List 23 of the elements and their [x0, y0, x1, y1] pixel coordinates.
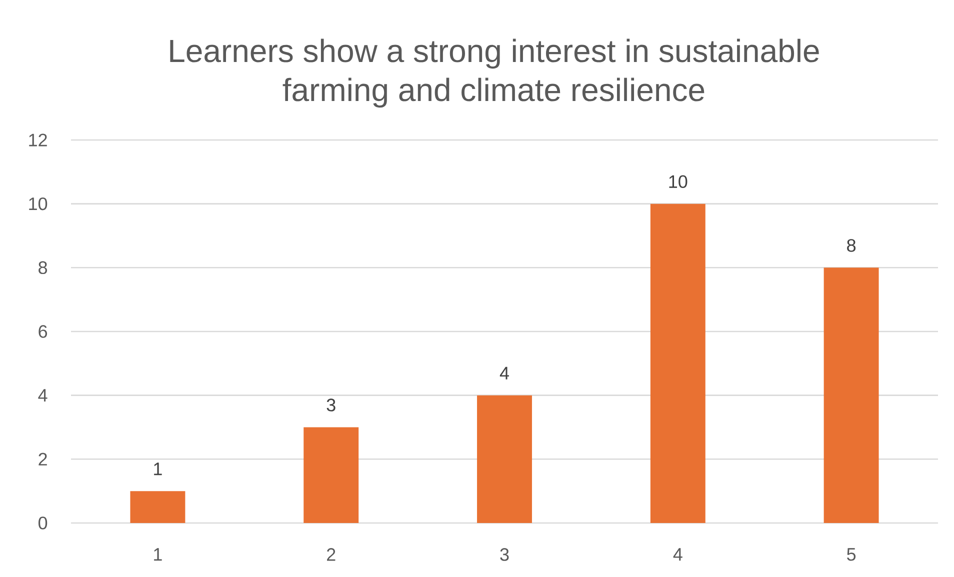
x-tick-label: 1: [154, 548, 162, 561]
chart-title: Learners show a strong interest in sustainable farming and climate resilience: [170, 38, 819, 108]
x-tick-label: 3: [500, 548, 509, 561]
y-tick-label: 10: [29, 197, 48, 210]
y-tick-label: 6: [38, 325, 48, 338]
bar: [650, 204, 706, 523]
y-tick-label: 4: [38, 389, 48, 402]
y-tick-label: 0: [38, 516, 48, 530]
data-label: 4: [500, 366, 509, 380]
data-label: 10: [669, 175, 688, 188]
x-tick-label: 4: [673, 548, 682, 561]
bar: [824, 268, 879, 523]
data-label: 3: [326, 398, 336, 412]
data-label: 8: [847, 239, 856, 252]
x-tick-label: 5: [847, 548, 856, 561]
y-tick-label: 12: [29, 134, 47, 146]
y-tick-label: 2: [38, 452, 47, 466]
data-label: 1: [154, 462, 162, 476]
bar: [304, 427, 359, 523]
bar: [477, 395, 532, 523]
y-tick-label: 8: [38, 261, 48, 274]
x-tick-label: 2: [327, 548, 336, 561]
bar: [130, 491, 186, 523]
